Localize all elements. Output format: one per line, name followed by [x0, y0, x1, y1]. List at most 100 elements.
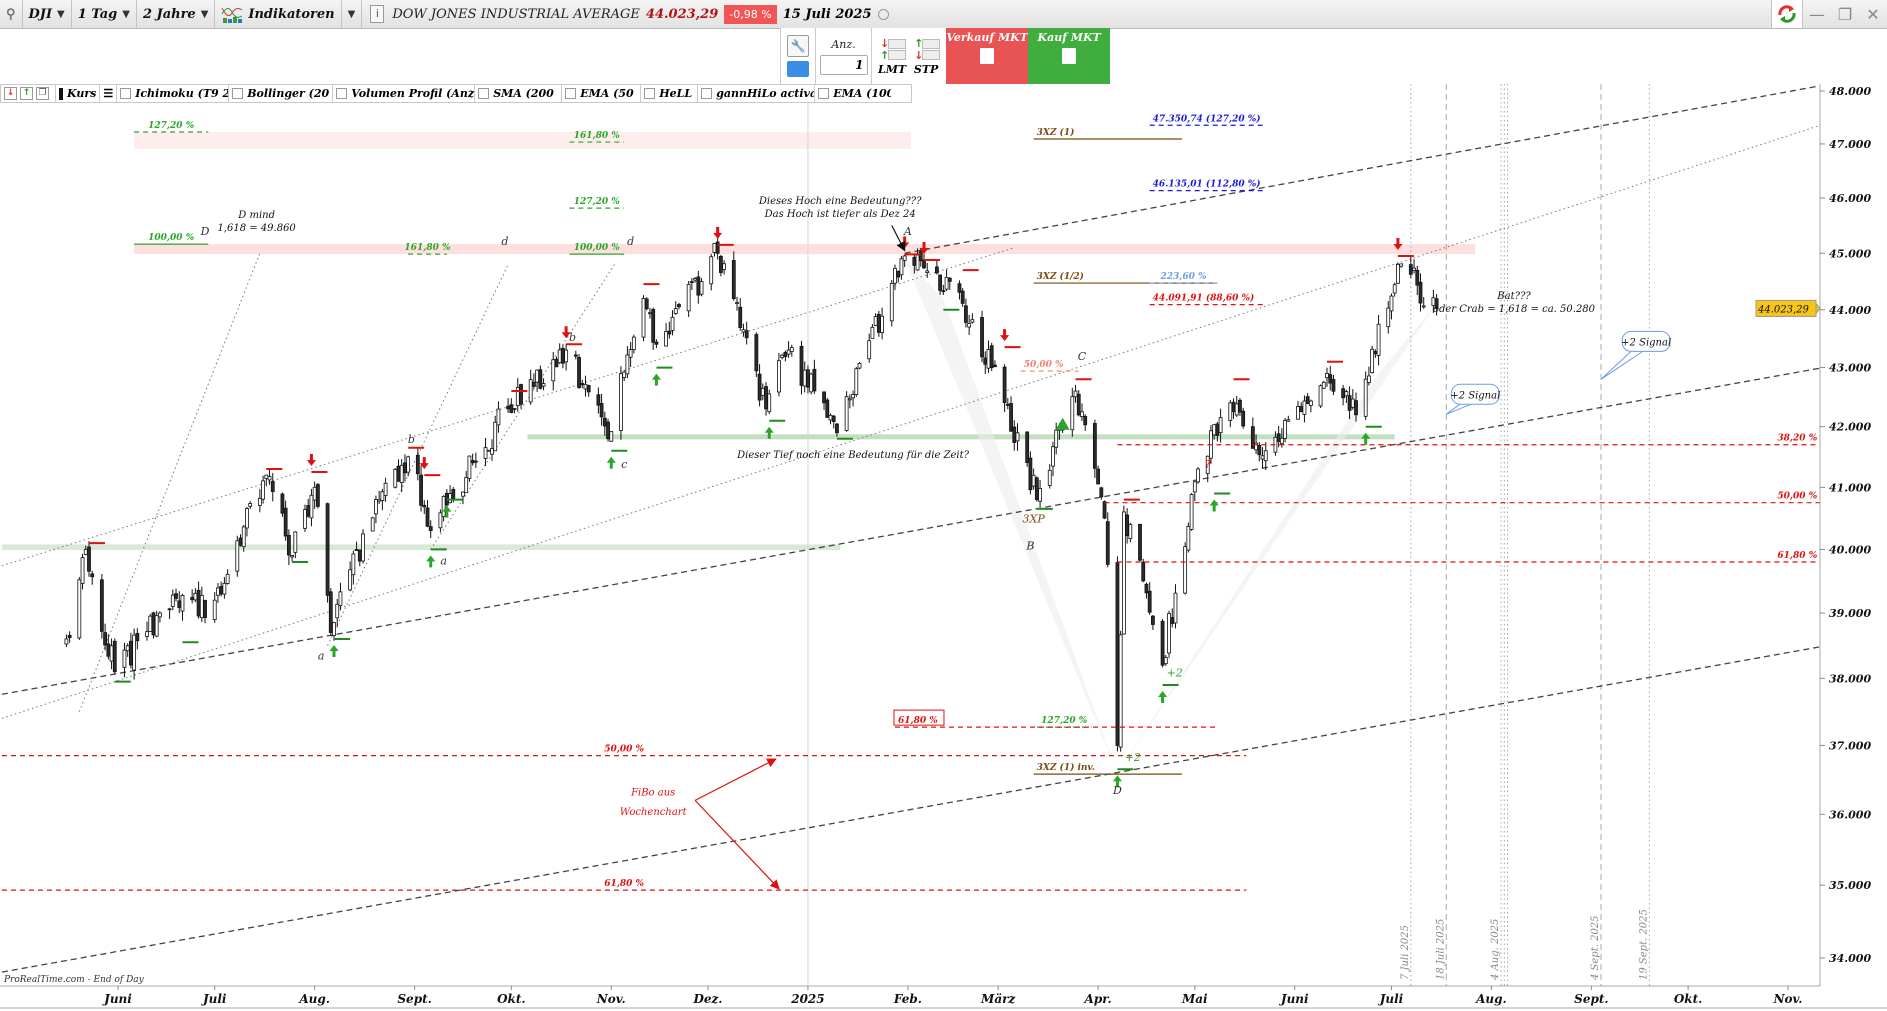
restore-icon[interactable]: ❐ [1837, 4, 1853, 24]
stop-order-icon: ↑ ↓ [912, 37, 941, 63]
candle-body [64, 638, 69, 645]
candle [777, 352, 781, 397]
candle-body [577, 356, 581, 388]
candle [1034, 476, 1039, 502]
close-icon[interactable]: ✕ [1866, 4, 1880, 24]
sell-market-button[interactable]: Verkauf MKT [946, 28, 1029, 84]
candle [760, 383, 765, 401]
candle-body [112, 640, 117, 673]
stop-order-button[interactable]: ↑ ↓ STP [912, 37, 941, 76]
fib-level-label: 127,20 % [574, 197, 621, 207]
candle-body [216, 587, 220, 596]
candle [377, 490, 382, 504]
indicator-label: EMA (50 [580, 87, 634, 100]
candle [374, 495, 378, 524]
candle-body [777, 360, 781, 393]
callout-text: +2 Signal [1621, 337, 1671, 348]
indicator-bollinger[interactable]: Bollinger (20 2 [228, 85, 332, 102]
chevron-down-icon: ▼ [122, 8, 130, 20]
fib-level-label: 161,80 % [404, 243, 451, 253]
plot-area: 7 Juli 2025 18 Juli 2025 4 Aug. 2025 4 Sept… [1, 84, 1820, 986]
candle [631, 334, 636, 354]
candle-body [335, 603, 340, 619]
indicators-button[interactable]: Indikatoren [215, 0, 342, 28]
candle-body [332, 622, 336, 636]
candle [664, 323, 668, 347]
candle [109, 638, 114, 670]
indicator-volume-profile[interactable]: Volumen Profil (Anz.=25 [332, 85, 474, 102]
candle [1009, 396, 1013, 433]
checkbox[interactable] [701, 88, 713, 99]
price-tick-label: 40.000 [1829, 543, 1871, 556]
candle [893, 264, 897, 291]
checkbox[interactable] [120, 88, 132, 99]
trend-line [1, 247, 1015, 567]
candle [844, 391, 849, 432]
indicators-dropdown[interactable]: ▼ [342, 0, 363, 28]
candle-body [1215, 423, 1220, 436]
candle [132, 628, 137, 680]
indicator-label: Bollinger (20 2 [247, 87, 333, 100]
candle-body [1399, 263, 1404, 267]
indicator-ema-50[interactable]: EMA (50 [561, 85, 640, 102]
checkbox[interactable] [565, 88, 577, 99]
candle [970, 313, 975, 324]
indicator-sma-200[interactable]: SMA (200 [474, 85, 561, 102]
candle-body [180, 594, 185, 612]
indicator-gannhilo[interactable]: gannHiLo activator [697, 85, 814, 102]
candle [90, 570, 95, 585]
checkbox[interactable] [644, 88, 656, 99]
candle [1025, 431, 1030, 467]
candle-body [876, 313, 881, 333]
arrow-down-icon[interactable]: ↓ [4, 87, 17, 100]
candle [854, 366, 859, 397]
candle [135, 628, 140, 650]
price-indicator[interactable]: Kurs [55, 85, 99, 102]
symbol-selector[interactable]: DJI ▼ [23, 0, 72, 28]
indicator-ema-100[interactable]: EMA (100 [814, 85, 891, 102]
link-icon[interactable]: ⚲ [0, 0, 23, 28]
info-icon[interactable]: i [370, 5, 385, 23]
refresh-icon[interactable] [1771, 0, 1803, 28]
candle-body [709, 256, 714, 285]
candle [541, 378, 546, 391]
buy-arrow-icon [329, 644, 339, 657]
keypad-icon[interactable] [787, 61, 809, 77]
candle [1141, 558, 1146, 583]
buy-market-button[interactable]: Kauf MKT [1028, 28, 1111, 84]
candle-body [1118, 634, 1123, 748]
candle [677, 302, 681, 310]
candle-body [425, 507, 430, 527]
candle [1231, 398, 1236, 419]
arrow-up-icon[interactable]: ↑ [20, 87, 33, 100]
candle-body [767, 393, 772, 413]
candle [1167, 610, 1171, 658]
candle-body [677, 304, 681, 308]
candle [554, 356, 559, 368]
candle-body [135, 632, 140, 642]
candle [248, 501, 253, 510]
candle-body [889, 283, 894, 322]
candle-body [986, 349, 991, 369]
wrench-icon[interactable]: 🔧 [787, 35, 809, 57]
minimize-icon[interactable]: — [1809, 4, 1825, 24]
windows-icon[interactable]: ❐ [36, 87, 49, 100]
interval-selector[interactable]: 1 Tag ▼ [72, 0, 137, 28]
quantity-input[interactable] [819, 54, 868, 75]
checkbox[interactable] [478, 88, 490, 99]
checkbox[interactable] [818, 88, 830, 99]
candle [154, 610, 159, 638]
candle [170, 589, 175, 611]
candle-body [812, 368, 817, 392]
checkbox[interactable] [232, 88, 244, 99]
candle-body [151, 612, 156, 636]
limit-order-button[interactable]: ↓ ↑ LMT [878, 37, 906, 76]
time-tick-label: Apr. [1084, 992, 1112, 1006]
checkbox[interactable] [336, 88, 348, 99]
indicator-hell[interactable]: HeLL [640, 85, 697, 102]
period-selector[interactable]: 2 Jahre ▼ [137, 0, 216, 28]
indicator-list-icon[interactable]: ☰ [99, 85, 116, 102]
fib-level-label: 161,80 % [574, 131, 621, 141]
indicator-ichimoku[interactable]: Ichimoku (T9 26 52 [116, 85, 228, 102]
